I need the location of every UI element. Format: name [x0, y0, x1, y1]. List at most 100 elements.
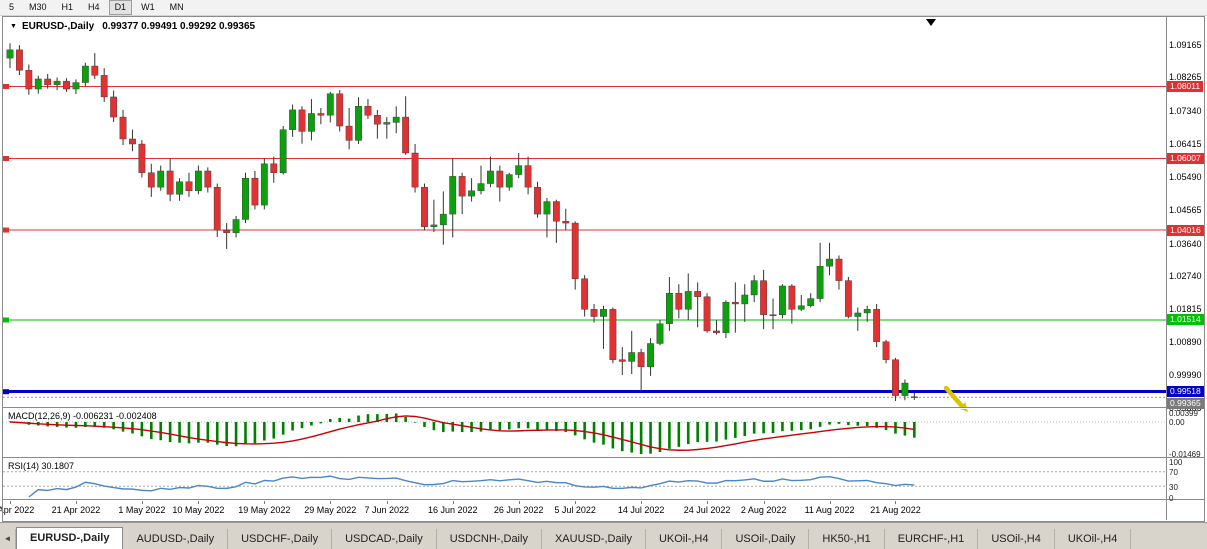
candle [411, 144, 419, 193]
candle [731, 282, 739, 333]
date-axis-label: 21 Apr 2022 [51, 505, 101, 515]
candle [317, 108, 325, 125]
chart-tab-AUDUSD-Daily[interactable]: AUDUSD-,Daily [123, 529, 229, 549]
chart-tab-USOil-Daily[interactable]: USOil-,Daily [722, 529, 810, 549]
candle [34, 75, 42, 94]
date-tick [75, 500, 77, 504]
candle [854, 307, 862, 331]
timeframe-button-H1[interactable]: H1 [61, 2, 74, 12]
candle [430, 199, 438, 233]
hline-anchor[interactable] [3, 83, 9, 89]
rsi-panel[interactable] [0, 459, 1207, 499]
chart-tab-USDCAD-Daily[interactable]: USDCAD-,Daily [332, 529, 437, 549]
candle [769, 298, 777, 330]
bid-price-label: 0.99365 [1167, 397, 1204, 409]
macd-panel[interactable] [0, 409, 1207, 457]
chart-marker-icon [926, 19, 936, 26]
candle [637, 348, 645, 392]
date-tick [386, 500, 388, 504]
chart-tab-USOil-H4[interactable]: USOil-,H4 [978, 529, 1055, 549]
candle [844, 276, 852, 319]
chart-tab-EURUSD-Daily[interactable]: EURUSD-,Daily [16, 527, 124, 549]
date-axis-label: 11 Aug 2022 [804, 505, 855, 515]
date-axis-label: 5 Jul 2022 [554, 505, 596, 515]
panel-splitter[interactable] [3, 407, 1204, 409]
date-axis-label: 29 May 2022 [304, 505, 357, 515]
chart-tab-bar: ◄ EURUSD-,Daily AUDUSD-,Daily USDCHF-,Dail… [0, 522, 1207, 549]
date-axis-label: 14 Jul 2022 [617, 505, 665, 515]
candle [157, 165, 165, 191]
hline-price-label: 1.01514 [1167, 314, 1204, 326]
rsi-line [28, 475, 915, 498]
timeframe-button-M30[interactable]: M30 [29, 2, 47, 12]
candle [298, 106, 306, 144]
rsi-axis-label: 70 [1169, 468, 1178, 478]
price-axis-label: 1.05490 [1169, 172, 1202, 183]
chart-tab-USDCHF-Daily[interactable]: USDCHF-,Daily [228, 529, 333, 549]
macd-indicator-label: MACD(12,26,9) -0.006231 -0.002408 [8, 411, 157, 421]
candle [552, 199, 560, 243]
candle [816, 242, 824, 303]
candle [797, 294, 805, 312]
candle [25, 64, 33, 95]
hline-anchor[interactable] [3, 317, 9, 323]
candle [543, 197, 551, 238]
hline-anchor[interactable] [3, 156, 9, 162]
chart-tab-XAUUSD-Daily[interactable]: XAUUSD-,Daily [542, 529, 646, 549]
timeframe-button-W1[interactable]: W1 [141, 2, 155, 12]
candle [515, 153, 523, 179]
candle [807, 293, 815, 308]
price-axis-label: 1.03640 [1169, 238, 1202, 249]
price-axis-label: 1.06415 [1169, 138, 1202, 149]
price-chart[interactable] [0, 16, 1207, 412]
candle [524, 156, 532, 195]
candle [63, 78, 70, 92]
rsi-axis-label: 100 [1169, 457, 1183, 467]
candle [232, 215, 240, 238]
price-axis-label: 1.02740 [1169, 270, 1202, 281]
candle [910, 392, 918, 400]
date-tick [264, 500, 266, 504]
candle [713, 320, 720, 335]
candle [656, 320, 664, 346]
candle [100, 68, 108, 102]
date-axis-label: 10 May 2022 [172, 505, 225, 515]
chart-tab-EURCHF-H1[interactable]: EURCHF-,H1 [885, 529, 979, 549]
candle [129, 129, 136, 152]
date-tick [452, 500, 454, 504]
hline-anchor[interactable] [3, 389, 9, 395]
price-axis-label: 0.99990 [1169, 369, 1202, 380]
chart-tab-UKOil-H4[interactable]: UKOil-,H4 [646, 529, 723, 549]
candle [892, 357, 899, 401]
date-axis-label: 21 Aug 2022 [870, 505, 921, 515]
chart-tab-HK50-H1[interactable]: HK50-,H1 [809, 529, 885, 549]
candle [251, 170, 259, 210]
date-tick [641, 500, 643, 504]
candle [458, 172, 466, 215]
timeframe-button-H4[interactable]: H4 [88, 2, 100, 12]
rsi-axis-label: 30 [1169, 482, 1178, 492]
date-tick [10, 500, 11, 504]
chart-tab-USDCNH-Daily[interactable]: USDCNH-,Daily [437, 529, 542, 549]
candle [91, 53, 99, 79]
timeframe-button-MN[interactable]: MN [169, 2, 184, 12]
date-axis-label: 2 Aug 2022 [740, 505, 787, 515]
candle [147, 163, 155, 197]
chart-expander-icon[interactable]: ▼ [10, 23, 17, 30]
timeframe-button-D1[interactable]: D1 [108, 0, 133, 15]
hline-anchor[interactable] [3, 227, 9, 233]
chart-tab-UKOil-H4[interactable]: UKOil-,H4 [1055, 529, 1132, 549]
panel-splitter[interactable] [3, 457, 1204, 459]
candle [609, 307, 617, 364]
timeframe-button-5[interactable]: 5 [9, 2, 15, 12]
candle [138, 140, 146, 178]
candle [835, 255, 843, 290]
price-axis-label: 1.00890 [1169, 337, 1202, 348]
candle [289, 104, 296, 137]
date-axis-label: 12 Apr 2022 [0, 505, 35, 515]
rsi-axis-label: 0 [1169, 493, 1174, 503]
candle [355, 97, 362, 145]
panel-splitter [3, 499, 1204, 501]
tab-scroll-left-button[interactable]: ◄ [0, 529, 16, 549]
candle [741, 284, 749, 322]
